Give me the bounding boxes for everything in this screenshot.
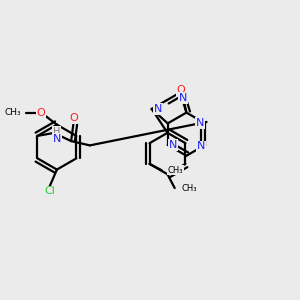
Text: H: H — [53, 127, 60, 136]
Text: N: N — [196, 141, 205, 152]
Text: Cl: Cl — [44, 186, 55, 197]
Text: N: N — [196, 118, 204, 128]
Text: N: N — [179, 93, 188, 103]
Text: N: N — [154, 104, 162, 114]
Text: N: N — [169, 140, 177, 150]
Text: CH₃: CH₃ — [181, 184, 197, 193]
Text: O: O — [37, 108, 45, 118]
Text: N: N — [52, 134, 61, 144]
Text: CH₃: CH₃ — [168, 166, 184, 175]
Text: O: O — [69, 113, 78, 123]
Text: O: O — [177, 85, 186, 95]
Text: CH₃: CH₃ — [4, 108, 21, 117]
